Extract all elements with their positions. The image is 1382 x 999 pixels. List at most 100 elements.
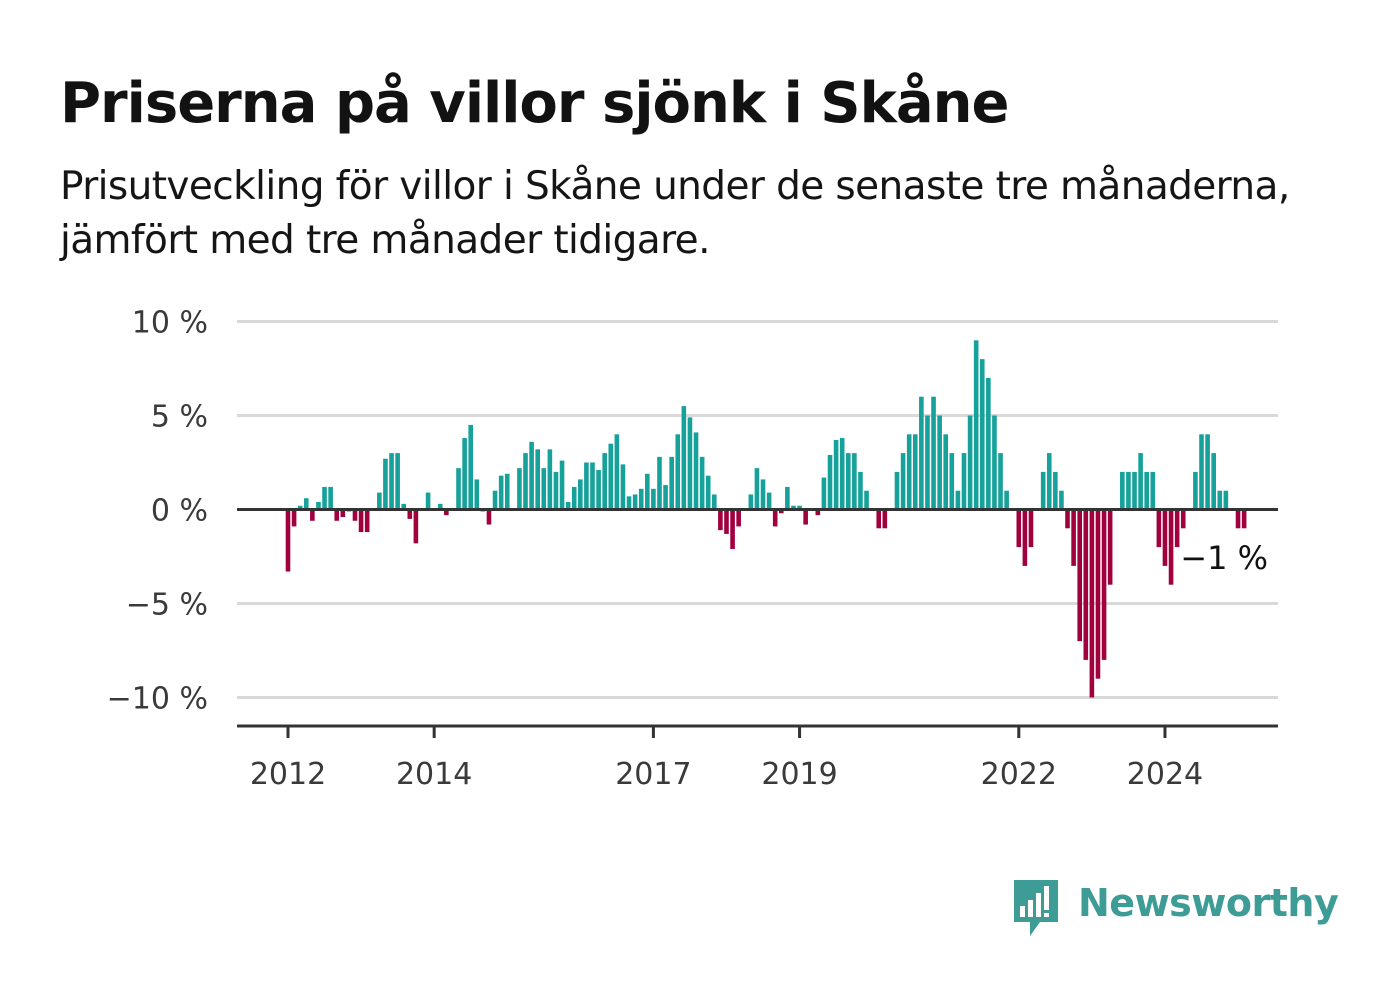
- bar: [638, 488, 644, 510]
- bar: [1193, 471, 1198, 510]
- bar: [961, 453, 967, 510]
- bar: [474, 479, 480, 510]
- bar: [724, 509, 729, 534]
- bar: [693, 432, 699, 510]
- bar: [955, 490, 961, 510]
- bar: [632, 494, 638, 510]
- bar: [1016, 509, 1022, 548]
- bar: [778, 509, 784, 514]
- bar: [1028, 509, 1034, 548]
- bar: [1089, 509, 1095, 698]
- bar: [1077, 509, 1082, 642]
- bar: [316, 501, 321, 510]
- bar: [322, 486, 327, 510]
- bar: [590, 462, 595, 510]
- bar: [328, 486, 333, 510]
- bar: [1065, 509, 1070, 529]
- bar: [699, 456, 705, 510]
- bar: [766, 492, 772, 510]
- bar: [297, 505, 303, 510]
- newsworthy-logo[interactable]: Newsworthy: [1010, 876, 1339, 940]
- bar: [1132, 471, 1137, 510]
- bar: [620, 464, 626, 510]
- bar: [858, 471, 863, 510]
- y-tick-label: −5 %: [126, 588, 208, 623]
- bar: [1004, 490, 1009, 510]
- bar: [900, 453, 906, 510]
- bar: [529, 441, 534, 510]
- bar: [772, 509, 778, 527]
- bar: [1107, 509, 1113, 585]
- bar: [1138, 453, 1143, 510]
- bar: [651, 488, 656, 510]
- bar: [626, 496, 632, 510]
- bar: [407, 509, 413, 519]
- bar: [340, 509, 346, 518]
- bar: [383, 458, 388, 510]
- latest-value-label: −1 %: [1180, 539, 1268, 577]
- bar: [584, 462, 589, 510]
- bar: [1126, 471, 1131, 510]
- bar: [498, 475, 504, 510]
- bar: [352, 509, 358, 521]
- bar: [730, 509, 735, 549]
- bar: [1144, 471, 1149, 510]
- bar: [614, 434, 620, 510]
- bar: [937, 415, 942, 510]
- bar: [310, 509, 315, 521]
- bar: [1071, 509, 1076, 566]
- bar: [334, 509, 340, 521]
- bar: [377, 492, 382, 510]
- bar: [1059, 490, 1064, 510]
- bar: [760, 479, 766, 510]
- bar-chart-speech-bubble-icon: [1014, 880, 1058, 936]
- bar: [559, 460, 565, 510]
- y-tick-label: 0 %: [151, 494, 208, 529]
- bar: [919, 396, 924, 510]
- bar: [1223, 490, 1229, 510]
- bar: [437, 503, 443, 510]
- bar: [1211, 453, 1216, 510]
- bar: [1101, 509, 1107, 660]
- chart-title: Priserna på villor sjönk i Skåne: [60, 71, 1010, 136]
- bar: [364, 509, 370, 533]
- bar: [578, 479, 583, 510]
- bar: [663, 485, 668, 510]
- bar: [565, 501, 571, 510]
- bar: [894, 471, 900, 510]
- bar: [785, 486, 790, 510]
- y-tick-label: −10 %: [107, 682, 208, 717]
- bar: [291, 509, 297, 527]
- bar: [468, 424, 473, 510]
- bar: [486, 509, 492, 525]
- bar: [1022, 509, 1028, 566]
- bar: [943, 434, 949, 510]
- bar: [1040, 471, 1046, 510]
- bar: [596, 470, 601, 510]
- bar: [1180, 509, 1186, 529]
- bar: [1095, 509, 1101, 679]
- bar: [967, 415, 973, 510]
- bar: [833, 439, 839, 510]
- bar: [303, 498, 309, 510]
- bar: [712, 494, 717, 510]
- bar: [1156, 509, 1162, 548]
- bar: [541, 468, 547, 510]
- bar: [876, 509, 882, 529]
- bar: [1083, 509, 1089, 660]
- bar: [504, 473, 510, 510]
- x-tick-label: 2017: [615, 757, 691, 792]
- bar: [736, 509, 741, 527]
- bar: [973, 340, 979, 510]
- bar: [705, 475, 711, 510]
- bar: [1120, 471, 1125, 510]
- bar: [389, 453, 394, 510]
- bar: [986, 377, 991, 510]
- bar: [1046, 453, 1052, 510]
- bar: [821, 477, 827, 510]
- bar: [1174, 509, 1180, 548]
- bars: [285, 340, 1247, 698]
- bar: [553, 471, 559, 510]
- bar: [882, 509, 888, 529]
